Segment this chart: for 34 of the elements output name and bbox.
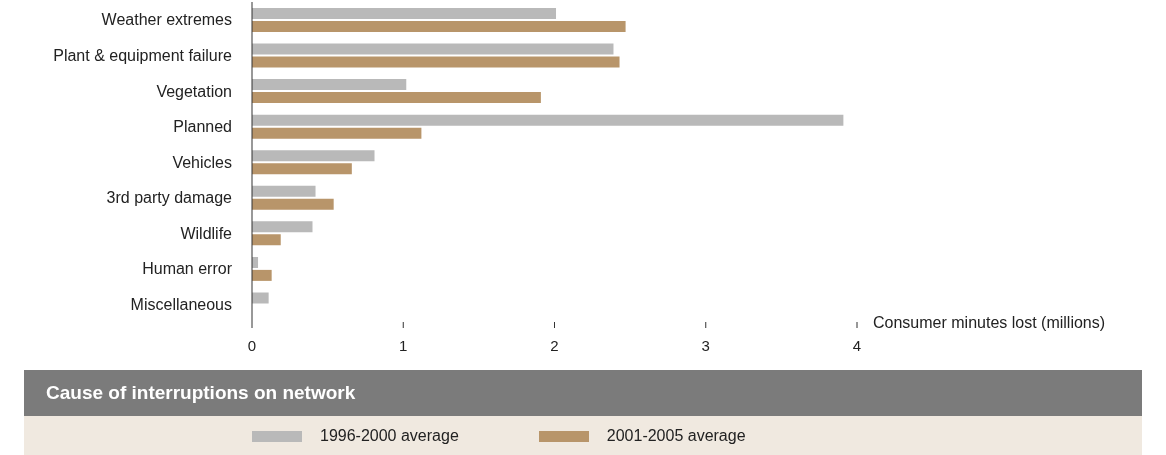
x-tick-label: 2 — [550, 336, 559, 354]
x-tick-label: 3 — [701, 336, 710, 354]
x-tick-label: 4 — [852, 336, 862, 354]
bar — [252, 56, 620, 68]
y-tick-label: Vehicles — [172, 153, 232, 171]
y-tick-label: Miscellaneous — [130, 295, 232, 313]
bar — [252, 198, 334, 210]
y-tick-label: Plant & equipment failure — [53, 47, 233, 65]
bar — [252, 21, 626, 32]
bar — [252, 185, 316, 197]
text: Cause of interruptions on network — [24, 370, 1142, 416]
bar — [252, 43, 614, 55]
y-tick-label: Vegetation — [156, 82, 232, 100]
y-tick-label: Planned — [173, 118, 232, 136]
bar — [252, 114, 844, 126]
x-axis-title: Consumer minutes lost (millions) — [873, 314, 1106, 332]
legend-label: 2001-2005 average — [606, 427, 746, 445]
bar — [252, 163, 352, 175]
bar — [252, 221, 313, 233]
y-tick-label: Human error — [142, 260, 233, 278]
bar — [252, 127, 422, 139]
bar — [252, 79, 407, 91]
y-tick-label: 3rd party damage — [106, 189, 233, 207]
x-tick-label: 1 — [399, 336, 408, 354]
y-tick-label: Wildlife — [180, 224, 233, 242]
bar — [252, 292, 269, 304]
y-tick-label: Weather extremes — [101, 11, 232, 29]
bar — [252, 92, 541, 104]
bar — [252, 150, 375, 162]
x-tick-label: 0 — [247, 336, 257, 354]
bar — [252, 269, 272, 281]
legend-label: 1996-2000 average — [320, 427, 459, 445]
bar — [252, 234, 281, 246]
bar — [252, 8, 557, 19]
